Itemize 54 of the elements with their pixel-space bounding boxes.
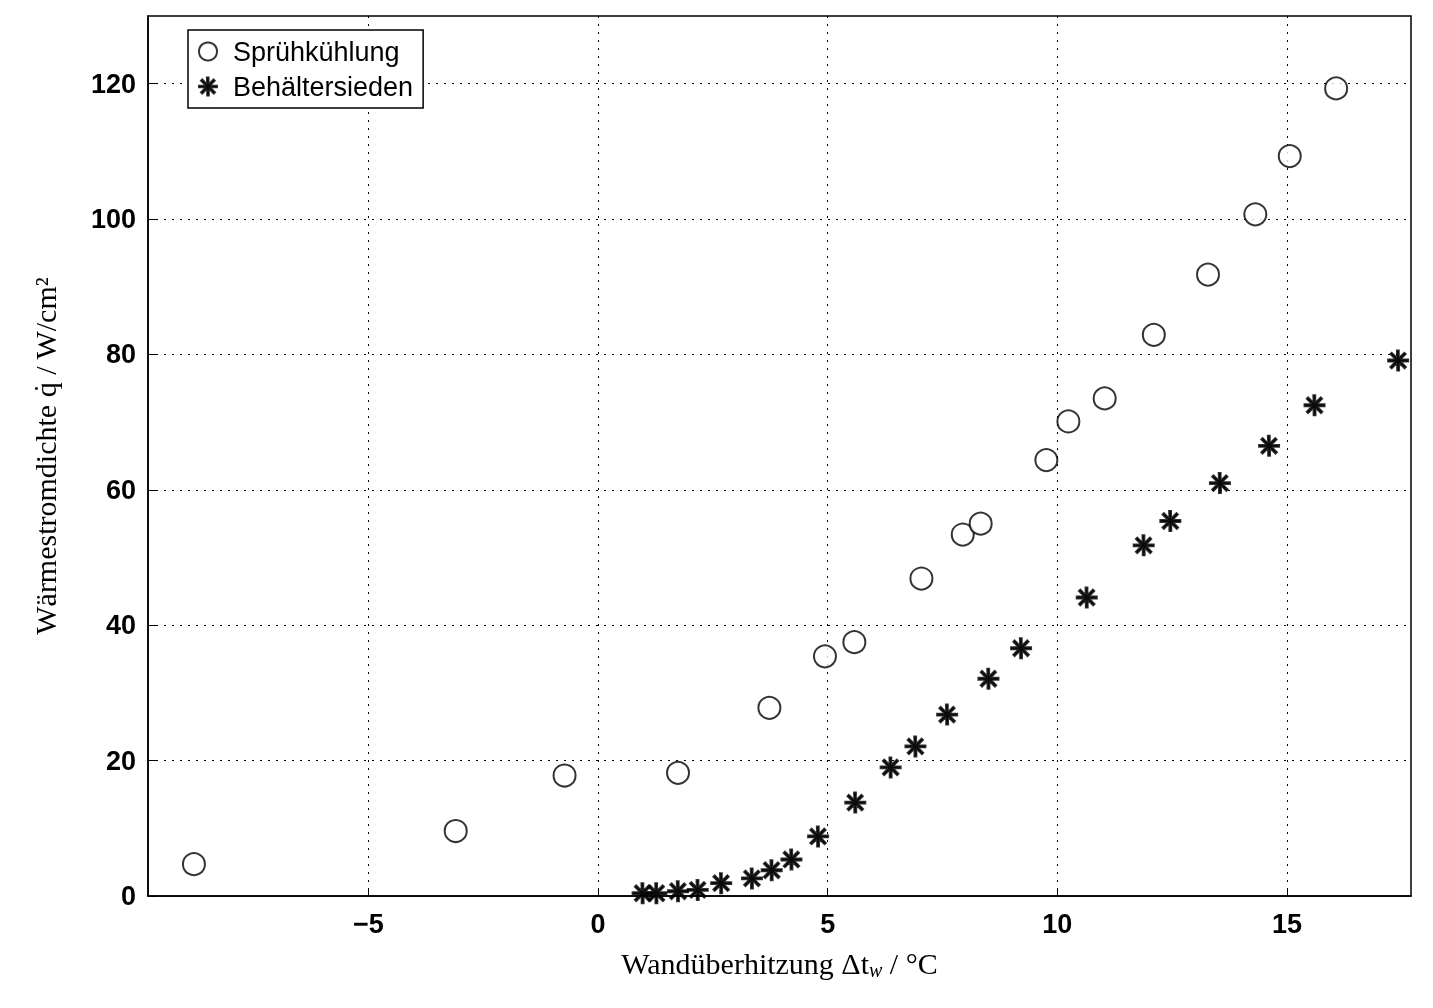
point — [1258, 434, 1281, 457]
point — [443, 819, 468, 844]
point — [710, 872, 733, 895]
point — [812, 644, 837, 669]
point — [904, 735, 927, 758]
point — [667, 880, 689, 903]
point — [977, 667, 1000, 690]
point — [1141, 322, 1166, 347]
point — [1092, 386, 1117, 411]
point — [1056, 409, 1081, 434]
point — [1387, 349, 1410, 372]
point — [950, 522, 975, 547]
y-axis-title: Wärmestromdichte q̇ / W/cm² — [28, 277, 62, 635]
point — [552, 763, 577, 788]
point — [968, 511, 993, 536]
point — [1159, 509, 1182, 532]
y-tick-label: 60 — [105, 474, 136, 505]
x-tick-label: 5 — [820, 908, 836, 939]
point — [760, 859, 783, 882]
point — [909, 566, 934, 591]
point — [780, 848, 803, 871]
y-tick-label: 20 — [105, 745, 136, 776]
point — [1132, 534, 1155, 557]
x-tick-label: 10 — [1042, 908, 1073, 939]
point — [807, 825, 830, 848]
y-tick-label: 120 — [90, 68, 136, 99]
point — [1324, 76, 1349, 101]
point — [936, 703, 959, 726]
y-tick-label: 80 — [105, 339, 136, 370]
point — [844, 791, 867, 814]
point — [1277, 144, 1302, 169]
point — [757, 695, 782, 720]
y-tick-label: 0 — [120, 881, 136, 911]
point — [1208, 472, 1231, 495]
point — [1196, 262, 1220, 287]
point — [1010, 637, 1033, 660]
point — [666, 760, 690, 785]
point — [686, 878, 709, 901]
point — [645, 882, 668, 905]
y-tick-label: 100 — [90, 204, 136, 235]
legend-label: Sprühkühlung — [233, 36, 400, 67]
point — [842, 630, 867, 655]
point — [740, 867, 763, 890]
x-tick-label: 15 — [1271, 908, 1303, 939]
x-tick-label: 0 — [590, 908, 606, 939]
point — [1243, 202, 1268, 227]
point — [1303, 394, 1326, 417]
point — [1075, 586, 1098, 609]
y-tick-label: 40 — [105, 610, 136, 641]
point — [181, 852, 206, 877]
legend-label: Behältersieden — [233, 71, 414, 102]
x-tick-label: −5 — [353, 908, 384, 939]
point — [1034, 448, 1059, 473]
point — [879, 756, 902, 779]
